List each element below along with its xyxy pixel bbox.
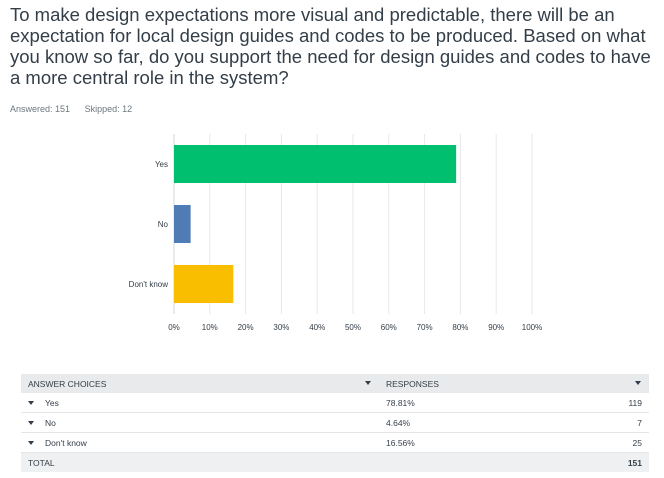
answered-count: Answered: 151 [10, 104, 71, 114]
chart-x-ticks: 0% 10% 20% 30% 40% 50% 60% 70% 80% 90% 100% [168, 323, 542, 332]
response-count: 7 [541, 412, 649, 433]
answer-choices-header-label: ANSWER CHOICES [28, 378, 107, 389]
x-tick-label: 90% [488, 323, 504, 332]
responses-header-label: RESPONSES [386, 378, 439, 389]
table-row: Yes 78.81% 119 [21, 393, 649, 413]
expand-arrow-icon[interactable] [28, 401, 34, 406]
category-label: Don't know [129, 280, 169, 289]
x-tick-label: 80% [452, 323, 468, 332]
x-tick-label: 30% [273, 323, 289, 332]
choice-label: No [45, 417, 56, 428]
expand-arrow-icon[interactable] [28, 441, 34, 446]
response-percent: 16.56% [379, 432, 542, 453]
chart-bars [174, 145, 457, 303]
response-percent: 78.81% [379, 393, 542, 413]
x-tick-label: 40% [309, 323, 325, 332]
response-percent: 4.64% [379, 412, 542, 433]
x-tick-label: 20% [238, 323, 254, 332]
table-header-row: ANSWER CHOICES RESPONSES [21, 374, 649, 393]
bar-yes[interactable] [174, 145, 457, 183]
chart-category-labels: Yes No Don't know [129, 160, 169, 289]
x-tick-label: 10% [202, 323, 218, 332]
x-tick-label: 70% [417, 323, 433, 332]
bar-no[interactable] [174, 205, 191, 243]
response-count: 119 [541, 393, 649, 413]
response-count: 25 [541, 432, 649, 453]
total-label: TOTAL [21, 452, 379, 472]
table-row: No 4.64% 7 [21, 412, 649, 433]
response-meta: Answered: 151 Skipped: 12 [10, 104, 144, 114]
category-label: No [158, 220, 169, 229]
answer-choices-header[interactable]: ANSWER CHOICES [21, 374, 379, 393]
table-row: Don't know 16.56% 25 [21, 432, 649, 453]
sort-arrow-icon[interactable] [635, 381, 641, 385]
bar-chart: Yes No Don't know 0% 10% 20% 30% 40% 50% 60% 70% 8… [129, 134, 542, 332]
x-tick-label: 60% [381, 323, 397, 332]
results-table: ANSWER CHOICES RESPONSES Yes 78.81% 119 … [21, 374, 649, 472]
x-tick-label: 0% [168, 323, 180, 332]
category-label: Yes [155, 160, 168, 169]
x-tick-label: 50% [345, 323, 361, 332]
expand-arrow-icon[interactable] [28, 421, 34, 426]
choice-label: Yes [45, 397, 59, 408]
question-title: To make design expectations more visual … [10, 4, 651, 88]
x-tick-label: 100% [522, 323, 542, 332]
total-row: TOTAL 151 [21, 452, 649, 472]
skipped-count: Skipped: 12 [84, 104, 133, 114]
choice-label: Don't know [45, 437, 87, 448]
responses-header[interactable]: RESPONSES [379, 374, 649, 393]
bar-don-t-know[interactable] [174, 265, 234, 303]
total-count: 151 [541, 452, 649, 472]
sort-arrow-icon[interactable] [365, 381, 371, 385]
